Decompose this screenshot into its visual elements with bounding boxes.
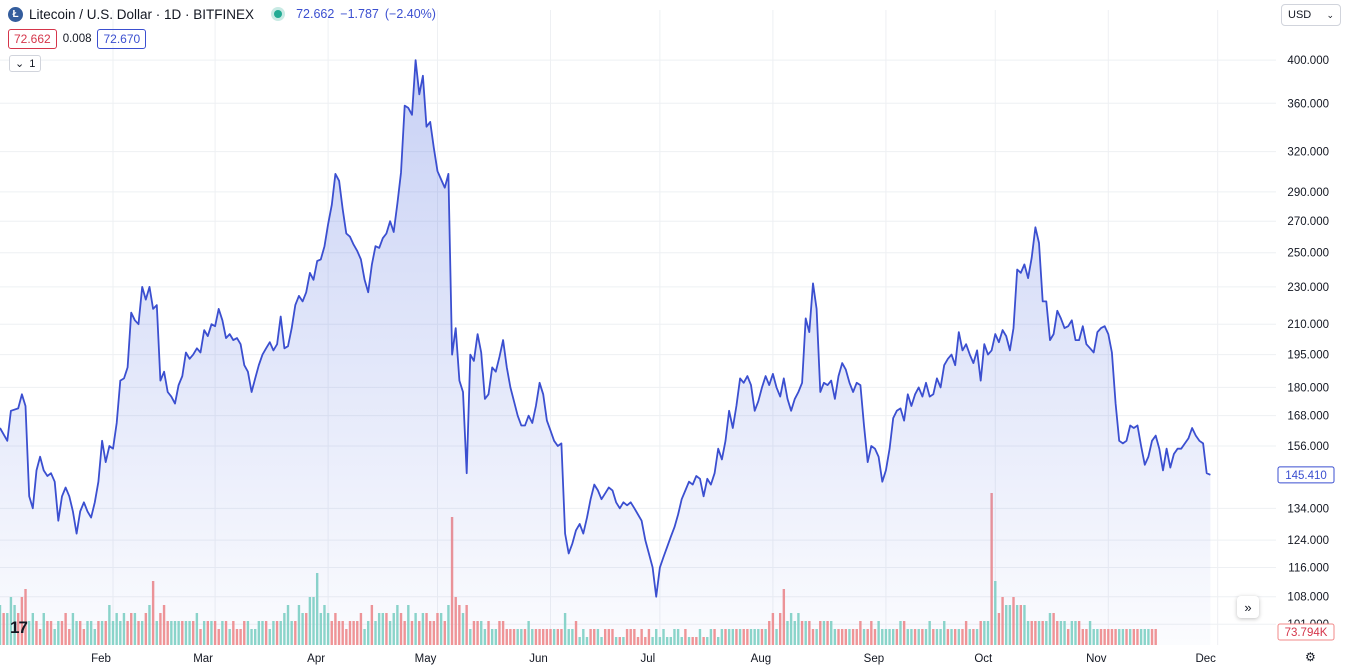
tradingview-logo-icon[interactable]: 17: [10, 618, 28, 638]
price-line: [0, 59, 1211, 598]
y-tick-label: 134.000: [1287, 503, 1329, 515]
x-tick-label: Sep: [864, 653, 884, 665]
indicators-count: 1: [29, 57, 36, 70]
y-tick-label: 270.000: [1287, 216, 1329, 228]
y-tick-label: 180.000: [1287, 382, 1329, 394]
spread-value: 0.008: [62, 33, 92, 45]
price-axis[interactable]: 400.000 360.000 320.000 290.000 270.000 250.0…: [1287, 55, 1329, 631]
tradingview-logo-text: 17: [10, 618, 28, 637]
symbol-title[interactable]: Litecoin / U.S. Dollar · 1D · BITFINEX: [29, 6, 255, 22]
y-tick-label: 230.000: [1287, 282, 1329, 294]
last-price: 72.662: [296, 7, 335, 21]
volume-badge: [1277, 623, 1335, 641]
litecoin-logo-icon: Ł: [8, 6, 23, 22]
chevron-down-icon: ⌄: [1326, 9, 1334, 20]
chart-header: Ł Litecoin / U.S. Dollar · 1D · BITFINEX…: [8, 5, 436, 23]
x-tick-label: Jul: [641, 653, 656, 665]
x-tick-label: Feb: [91, 653, 111, 665]
x-tick-label: Mar: [193, 653, 213, 665]
ask-button[interactable]: 72.670: [97, 29, 147, 49]
x-tick-label: May: [415, 653, 437, 665]
y-tick-label: 400.000: [1287, 55, 1329, 67]
chevron-down-icon: ⌄: [15, 58, 25, 70]
y-tick-label: 320.000: [1287, 147, 1329, 159]
volume-label: 73.794K: [1285, 627, 1328, 639]
scroll-to-realtime-button[interactable]: »: [1237, 596, 1259, 618]
bid-button[interactable]: 72.662: [8, 29, 57, 49]
x-tick-label: Oct: [974, 653, 993, 665]
price-labels: 145.410 73.794K: [1277, 466, 1335, 641]
market-open-dot-icon: [274, 10, 283, 18]
price-area: [0, 60, 1211, 646]
y-tick-label: 360.000: [1287, 98, 1329, 110]
y-tick-label: 250.000: [1287, 248, 1329, 260]
double-chevron-right-icon: »: [1244, 599, 1252, 615]
y-tick-label: 290.000: [1287, 187, 1329, 199]
x-tick-label: Jun: [529, 653, 548, 665]
time-axis[interactable]: Feb Mar Apr May Jun Jul Aug Sep Oct Nov Dec: [91, 653, 1216, 665]
price-change: −1.787: [340, 7, 379, 21]
y-tick-label: 168.000: [1287, 411, 1329, 423]
quote-summary: 72.662 −1.787 (−2.40%): [296, 7, 436, 21]
y-tick-label: 156.000: [1287, 441, 1329, 453]
y-tick-label: 195.000: [1287, 350, 1329, 362]
y-tick-label: 108.000: [1287, 592, 1329, 604]
currency-select[interactable]: USD ⌄: [1281, 4, 1341, 26]
y-tick-label: 210.000: [1287, 319, 1329, 331]
last-price-label: 145.410: [1285, 470, 1327, 482]
gear-icon[interactable]: ⚙: [1305, 650, 1316, 664]
x-tick-label: Nov: [1086, 653, 1107, 665]
currency-value: USD: [1288, 9, 1312, 21]
x-tick-label: Dec: [1195, 653, 1216, 665]
y-tick-label: 116.000: [1288, 562, 1329, 574]
y-tick-label: 124.000: [1287, 535, 1329, 547]
price-change-percent: (−2.40%): [384, 7, 436, 21]
quote-row: 72.662 0.008 72.670: [8, 29, 147, 49]
x-tick-label: Aug: [751, 653, 771, 665]
indicators-collapse-button[interactable]: ⌄ 1: [9, 55, 42, 72]
x-tick-label: Apr: [307, 653, 325, 665]
last-price-badge: [1277, 466, 1335, 484]
